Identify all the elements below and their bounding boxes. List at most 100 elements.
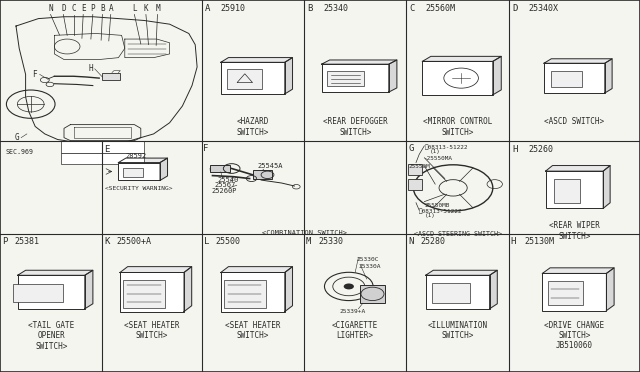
Text: 25330C: 25330C (356, 257, 379, 262)
Text: P: P (2, 237, 7, 246)
Bar (327, 71, 364, 86)
Text: 25550MB: 25550MB (424, 203, 450, 208)
Text: 25500+A: 25500+A (116, 237, 152, 246)
Polygon shape (160, 158, 168, 180)
Polygon shape (607, 268, 614, 311)
Bar (548, 281, 583, 305)
Text: L: L (204, 237, 209, 246)
Polygon shape (422, 56, 501, 61)
Text: <REAR WIPER
SWITCH>: <REAR WIPER SWITCH> (549, 221, 600, 241)
Polygon shape (18, 270, 93, 275)
Text: E: E (81, 4, 86, 13)
Bar (554, 179, 580, 203)
Bar (221, 272, 285, 311)
Text: <DRIVE CHANGE
SWITCH>: <DRIVE CHANGE SWITCH> (545, 321, 604, 340)
Polygon shape (543, 268, 614, 273)
Bar (544, 63, 605, 93)
Polygon shape (426, 270, 497, 275)
Bar (545, 171, 603, 208)
Text: 25330: 25330 (318, 237, 343, 246)
Text: M: M (306, 237, 311, 246)
Bar (432, 283, 470, 303)
Text: (1): (1) (430, 149, 441, 154)
Polygon shape (184, 267, 192, 311)
Bar (227, 68, 262, 89)
Text: L: L (132, 4, 137, 13)
Text: Ⓜ08313-51222: Ⓜ08313-51222 (419, 208, 463, 214)
Bar (18, 275, 85, 309)
Text: JB510060: JB510060 (556, 341, 593, 350)
Bar (120, 272, 184, 311)
Text: N: N (48, 4, 53, 13)
Bar (551, 71, 582, 87)
Text: 25260P: 25260P (211, 188, 237, 194)
Text: 25260: 25260 (528, 145, 553, 154)
Text: C: C (410, 4, 415, 13)
Text: 25381: 25381 (14, 237, 39, 246)
Text: <REAR DEFOGGER
SWITCH>: <REAR DEFOGGER SWITCH> (323, 117, 388, 137)
Text: 25280: 25280 (420, 237, 445, 246)
Text: <ILLUMINATION
SWITCH>: <ILLUMINATION SWITCH> (428, 321, 488, 340)
Bar (61, 141, 144, 153)
Polygon shape (118, 158, 168, 163)
Text: 25130M: 25130M (525, 237, 555, 246)
Text: 25545A: 25545A (258, 163, 284, 169)
Polygon shape (120, 267, 192, 272)
Bar (221, 62, 285, 94)
Bar (321, 64, 388, 92)
Circle shape (344, 283, 354, 289)
Text: E: E (104, 145, 109, 154)
Text: 25560M: 25560M (426, 4, 456, 13)
Text: 25567: 25567 (214, 182, 236, 188)
Text: D: D (61, 4, 66, 13)
Text: (1): (1) (424, 213, 435, 218)
Text: <ASCD STEERING SWITCH>: <ASCD STEERING SWITCH> (413, 231, 502, 237)
Bar (360, 285, 385, 303)
Text: Ⓜ08313-51222: Ⓜ08313-51222 (424, 144, 468, 150)
Bar (543, 273, 607, 311)
Polygon shape (321, 60, 397, 64)
Text: 25339+A: 25339+A (339, 309, 365, 314)
Bar (253, 170, 272, 179)
Polygon shape (545, 166, 610, 171)
Bar (408, 164, 422, 175)
Bar (102, 73, 120, 80)
Text: 25910: 25910 (221, 4, 246, 13)
Text: K: K (143, 4, 148, 13)
Text: <ASCD SWITCH>: <ASCD SWITCH> (545, 117, 604, 126)
Text: 25340: 25340 (323, 4, 348, 13)
Text: <HAZARD
SWITCH>: <HAZARD SWITCH> (237, 117, 269, 137)
Bar (123, 168, 143, 177)
Text: P: P (90, 4, 95, 13)
Text: G: G (15, 133, 19, 142)
Bar (13, 283, 63, 302)
Polygon shape (603, 166, 610, 208)
Text: C: C (71, 4, 76, 13)
Bar (118, 163, 160, 180)
Text: G: G (408, 144, 413, 153)
Bar (61, 153, 144, 164)
Text: <SEAT HEATER
SWITCH>: <SEAT HEATER SWITCH> (124, 321, 180, 340)
Text: 25540: 25540 (218, 177, 239, 183)
Text: <COMBINATION SWITCH>: <COMBINATION SWITCH> (262, 230, 346, 236)
Text: 25330A: 25330A (358, 264, 381, 269)
Polygon shape (544, 59, 612, 63)
Text: <TAIL GATE
OPENER
SWITCH>: <TAIL GATE OPENER SWITCH> (28, 321, 74, 351)
Bar (408, 179, 422, 190)
Text: 25550M: 25550M (408, 164, 430, 169)
Text: <SECURITY WARNING>: <SECURITY WARNING> (106, 186, 173, 191)
Bar (224, 279, 266, 308)
Text: K: K (104, 237, 109, 246)
Bar (426, 275, 490, 309)
Text: H: H (512, 145, 517, 154)
Text: A: A (205, 4, 210, 13)
Polygon shape (85, 270, 93, 309)
Polygon shape (285, 58, 292, 94)
Text: D: D (512, 4, 517, 13)
Text: B: B (307, 4, 312, 13)
Bar (210, 165, 230, 172)
Polygon shape (221, 58, 292, 62)
Polygon shape (388, 60, 397, 92)
Text: B: B (100, 4, 105, 13)
Text: H: H (511, 237, 516, 246)
